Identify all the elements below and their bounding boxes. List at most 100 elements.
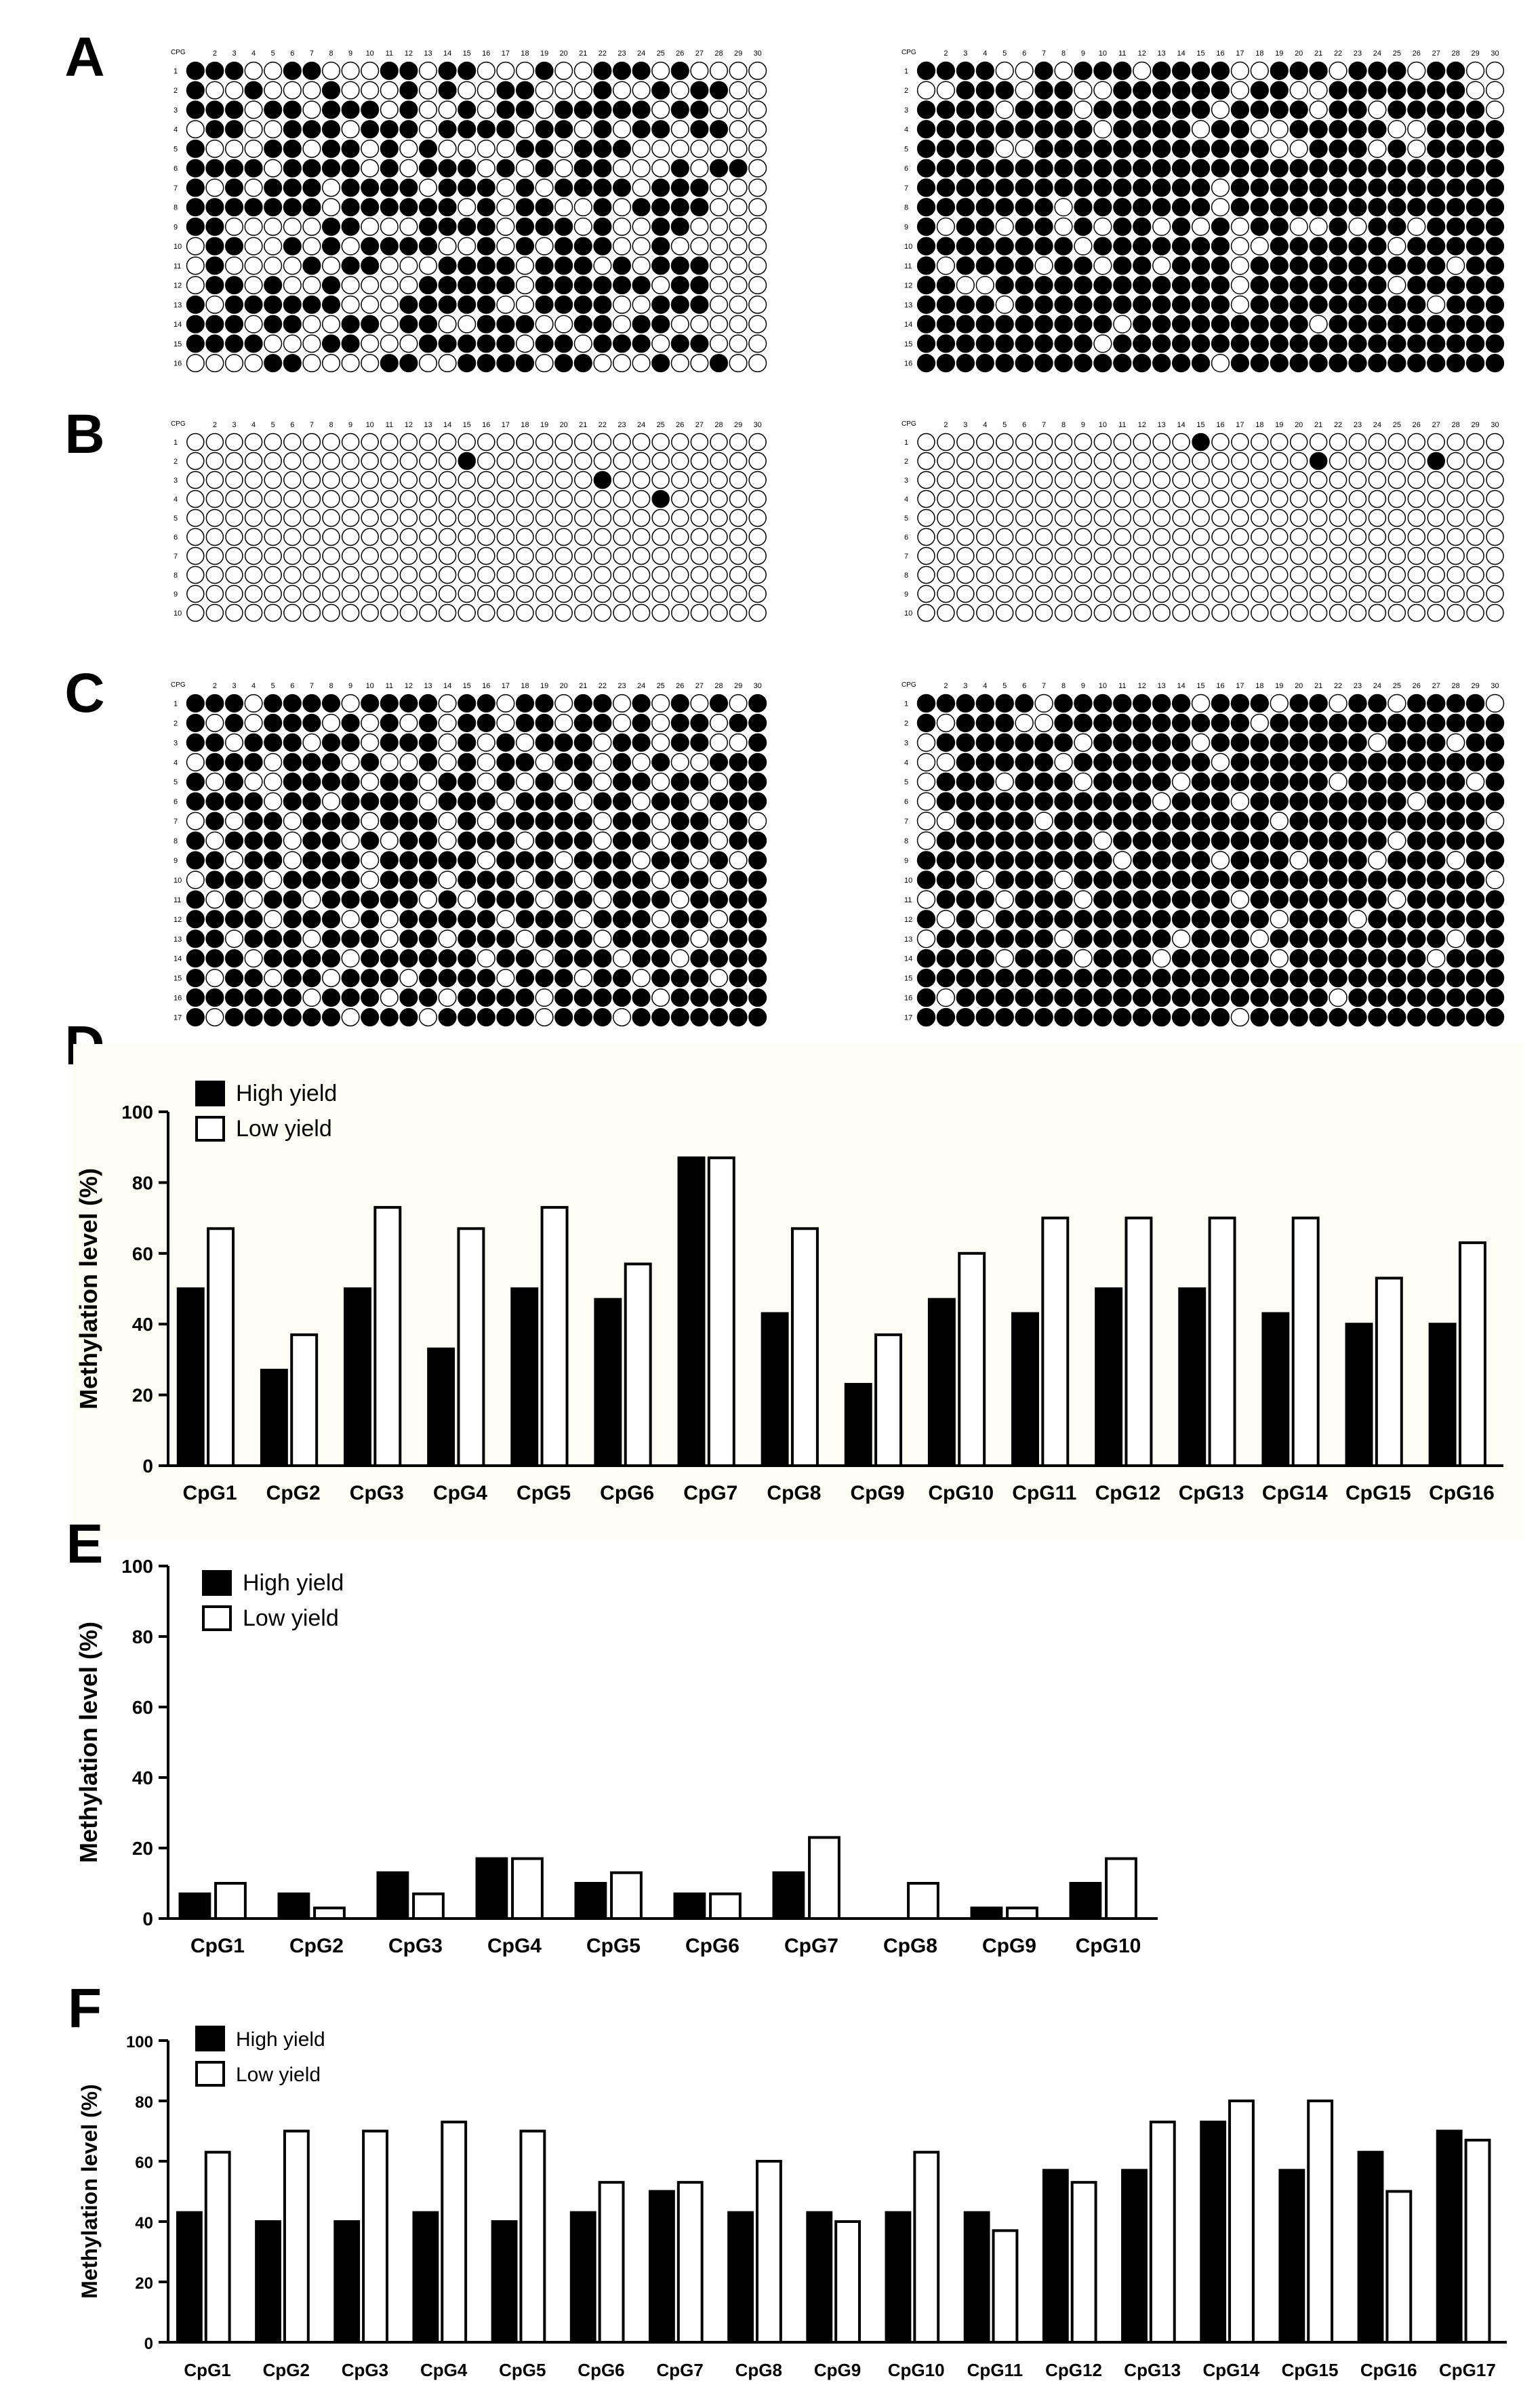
- column-number: 17: [502, 421, 510, 429]
- unmethylated-cpg-dot: [690, 694, 709, 713]
- unmethylated-cpg-dot: [1034, 433, 1053, 452]
- unmethylated-cpg-dot: [1368, 603, 1387, 622]
- unmethylated-cpg-dot: [380, 433, 399, 452]
- column-number: 13: [1158, 49, 1166, 58]
- unmethylated-cpg-dot: [458, 237, 477, 256]
- methylated-cpg-dot: [748, 851, 767, 870]
- unmethylated-cpg-dot: [302, 217, 321, 236]
- methylated-cpg-dot: [1465, 831, 1485, 850]
- unmethylated-cpg-dot: [186, 489, 205, 508]
- unmethylated-cpg-dot: [632, 792, 651, 811]
- methylated-cpg-dot: [1427, 890, 1446, 909]
- column-number: 11: [1118, 49, 1126, 58]
- methylated-cpg-dot: [1485, 178, 1505, 197]
- methylated-cpg-dot: [1015, 1007, 1034, 1027]
- unmethylated-cpg-dot: [1093, 565, 1112, 584]
- column-number: 15: [1196, 49, 1204, 58]
- methylated-cpg-dot: [380, 733, 399, 752]
- unmethylated-cpg-dot: [1270, 546, 1289, 565]
- bar-high-yield: [344, 1287, 371, 1467]
- unmethylated-cpg-dot: [593, 584, 612, 603]
- methylated-cpg-dot: [1250, 792, 1270, 811]
- unmethylated-cpg-dot: [205, 81, 224, 100]
- methylated-cpg-dot: [1133, 1007, 1152, 1027]
- unmethylated-cpg-dot: [1289, 508, 1308, 527]
- methylated-cpg-dot: [1152, 100, 1171, 119]
- methylated-cpg-dot: [1407, 831, 1426, 850]
- methylated-cpg-dot: [670, 159, 689, 178]
- unmethylated-cpg-dot: [244, 256, 263, 275]
- unmethylated-cpg-dot: [1368, 100, 1387, 119]
- methylated-cpg-dot: [186, 969, 205, 988]
- unmethylated-cpg-dot: [729, 139, 748, 158]
- unmethylated-cpg-dot: [1015, 584, 1034, 603]
- unmethylated-cpg-dot: [1230, 81, 1250, 100]
- unmethylated-cpg-dot: [995, 100, 1014, 119]
- unmethylated-cpg-dot: [651, 694, 670, 713]
- methylated-cpg-dot: [690, 969, 709, 988]
- unmethylated-cpg-dot: [710, 584, 728, 603]
- methylated-cpg-dot: [418, 870, 438, 889]
- methylated-cpg-dot: [1074, 354, 1093, 373]
- unmethylated-cpg-dot: [1329, 988, 1348, 1007]
- unmethylated-cpg-dot: [1172, 603, 1190, 622]
- unmethylated-cpg-dot: [671, 489, 689, 508]
- unmethylated-cpg-dot: [1309, 584, 1328, 603]
- unmethylated-cpg-dot: [593, 546, 612, 565]
- x-tick-label: CpG14: [1262, 1482, 1328, 1504]
- x-tick-label: CpG4: [420, 2360, 468, 2380]
- unmethylated-cpg-dot: [632, 295, 651, 314]
- methylated-cpg-dot: [1407, 100, 1426, 119]
- methylated-cpg-dot: [956, 354, 975, 373]
- methylated-cpg-dot: [956, 1007, 975, 1027]
- methylated-cpg-dot: [975, 811, 994, 830]
- unmethylated-cpg-dot: [1191, 694, 1211, 713]
- unmethylated-cpg-dot: [593, 831, 612, 850]
- methylated-cpg-dot: [1446, 1007, 1465, 1027]
- unmethylated-cpg-dot: [956, 565, 975, 584]
- methylated-cpg-dot: [593, 792, 612, 811]
- legend-label: Low yield: [243, 1605, 339, 1631]
- methylated-cpg-dot: [1133, 948, 1152, 968]
- methylated-cpg-dot: [1171, 851, 1191, 870]
- unmethylated-cpg-dot: [1250, 713, 1270, 733]
- methylated-cpg-dot: [651, 752, 670, 771]
- methylated-cpg-dot: [515, 949, 535, 968]
- methylated-cpg-dot: [670, 217, 689, 236]
- unmethylated-cpg-dot: [916, 811, 936, 830]
- methylated-cpg-dot: [670, 276, 689, 295]
- methylated-cpg-dot: [1133, 159, 1152, 178]
- unmethylated-cpg-dot: [1251, 527, 1269, 546]
- unmethylated-cpg-dot: [573, 81, 592, 100]
- methylated-cpg-dot: [1093, 968, 1112, 988]
- unmethylated-cpg-dot: [264, 508, 282, 527]
- unmethylated-cpg-dot: [1446, 489, 1465, 508]
- methylated-cpg-dot: [321, 237, 341, 256]
- methylated-cpg-dot: [1465, 120, 1485, 139]
- unmethylated-cpg-dot: [186, 584, 205, 603]
- methylated-cpg-dot: [1465, 334, 1485, 353]
- methylated-cpg-dot: [321, 694, 341, 713]
- methylated-cpg-dot: [361, 929, 380, 948]
- unmethylated-cpg-dot: [225, 508, 243, 527]
- unmethylated-cpg-dot: [1093, 433, 1112, 452]
- methylated-cpg-dot: [632, 276, 651, 295]
- column-number: 28: [1452, 49, 1460, 58]
- methylated-cpg-dot: [1427, 694, 1446, 713]
- methylated-cpg-dot: [1289, 159, 1308, 178]
- bar-high-yield: [1357, 2150, 1384, 2344]
- unmethylated-cpg-dot: [1231, 584, 1249, 603]
- methylated-cpg-dot: [1015, 217, 1034, 236]
- methylated-cpg-dot: [1485, 295, 1505, 314]
- methylated-cpg-dot: [632, 733, 651, 752]
- methylated-cpg-dot: [1329, 929, 1348, 948]
- column-number: 29: [734, 421, 742, 429]
- methylated-cpg-dot: [554, 334, 573, 353]
- methylated-cpg-dot: [224, 61, 244, 80]
- methylated-cpg-dot: [341, 733, 360, 752]
- methylated-cpg-dot: [186, 831, 205, 850]
- methylated-cpg-dot: [1034, 354, 1053, 373]
- unmethylated-cpg-dot: [186, 508, 205, 527]
- methylated-cpg-dot: [186, 178, 205, 197]
- unmethylated-cpg-dot: [1427, 546, 1445, 565]
